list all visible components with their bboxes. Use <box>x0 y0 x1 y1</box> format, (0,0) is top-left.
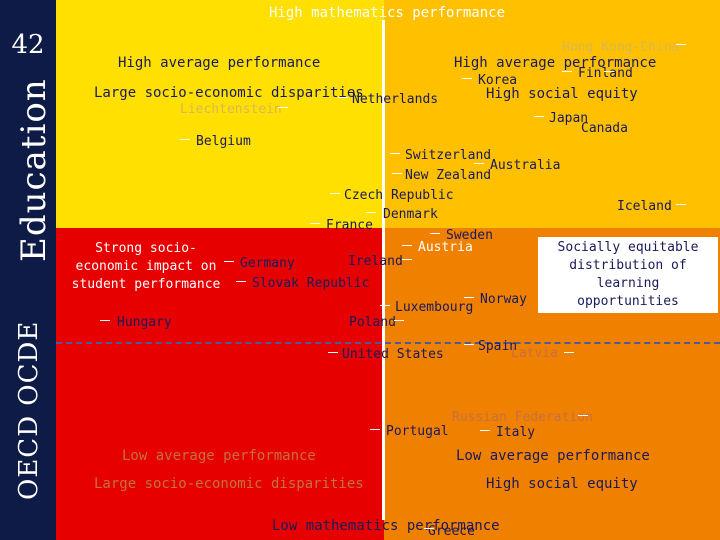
leader-tick <box>604 71 614 72</box>
quadrant-lr-line2: High social equity <box>486 476 638 492</box>
country-label: New Zealand <box>405 168 492 183</box>
leader-tick <box>392 173 402 174</box>
quadrant-ur-line2: High social equity <box>486 86 638 102</box>
leader-tick <box>402 259 412 260</box>
country-label: Iceland <box>617 199 672 214</box>
country-label: Liechtenstein <box>180 102 282 117</box>
country-label: Luxembourg <box>395 300 474 315</box>
country-label: Netherlands <box>352 92 439 107</box>
leader-tick <box>474 163 484 164</box>
leader-tick <box>278 107 288 108</box>
leader-tick <box>366 212 376 213</box>
country-label: Norway <box>480 292 527 307</box>
box-right-line3: learning opportunities <box>577 276 679 309</box>
leader-tick <box>236 281 246 282</box>
leader-tick <box>462 78 472 79</box>
country-label: Switzerland <box>405 148 492 163</box>
box-left-line2: economic impact on <box>75 259 217 274</box>
box-right-line2: distribution of <box>569 258 687 273</box>
axis-label-bottom: Low mathematics performance <box>272 518 500 534</box>
leader-tick <box>390 153 400 154</box>
leader-tick <box>402 245 412 246</box>
axis-label-top: High mathematics performance <box>269 5 506 21</box>
leader-tick <box>676 204 686 205</box>
leader-tick <box>394 320 404 321</box>
quadrant-lower-right <box>384 345 720 540</box>
leader-tick <box>380 305 390 306</box>
quadrant-lr-line1: Low average performance <box>456 448 650 464</box>
country-label: Denmark <box>383 207 438 222</box>
country-label: Italy <box>496 425 536 440</box>
lower-left-band <box>56 228 384 345</box>
quadrant-lower-left <box>56 345 384 540</box>
country-label: Korea <box>478 73 518 88</box>
box-right-line1: Socially equitable <box>557 240 699 255</box>
leader-tick <box>464 297 474 298</box>
quadrant-ul-line1: High average performance <box>118 55 321 71</box>
leader-tick <box>430 233 440 234</box>
country-label: Hungary <box>117 315 172 330</box>
leader-tick <box>370 429 380 430</box>
country-label: Russian Federation <box>452 410 593 425</box>
sidebar-education-label: Education <box>14 78 54 262</box>
leader-tick <box>180 139 190 140</box>
leader-tick <box>328 352 338 353</box>
quadrant-ul-line2: Large socio-economic disparities <box>94 85 364 101</box>
country-label: Spain <box>478 339 518 354</box>
leader-tick <box>338 97 348 98</box>
horizontal-axis <box>56 342 720 344</box>
page-number: 42 <box>11 30 45 60</box>
leader-tick <box>534 116 544 117</box>
leader-tick <box>564 352 574 353</box>
country-label: France <box>326 218 373 233</box>
box-left-line1: Strong socio- <box>95 241 197 256</box>
country-label: Finland <box>578 66 633 81</box>
vertical-axis <box>382 20 385 520</box>
sidebar: 42 Education OECD OCDE <box>0 0 56 540</box>
box-left-line3: student performance <box>71 277 221 292</box>
leader-tick <box>100 320 110 321</box>
country-label: Latvia <box>511 346 558 361</box>
country-label: United States <box>342 347 444 362</box>
leader-tick <box>464 344 474 345</box>
leader-tick <box>424 528 434 529</box>
box-strong-socio-economic-impact: Strong socio- economic impact on student… <box>60 238 232 296</box>
country-label: Japan <box>549 111 589 126</box>
leader-tick <box>330 193 340 194</box>
leader-tick <box>224 261 234 262</box>
oecd-logo: OECD OCDE <box>14 320 44 500</box>
country-label: Austria <box>418 240 473 255</box>
box-socially-equitable: Socially equitable distribution of learn… <box>538 237 718 313</box>
country-label: Belgium <box>196 134 251 149</box>
quadrant-ll-line1: Low average performance <box>122 448 316 464</box>
country-label: Sweden <box>446 228 493 243</box>
quadrant-ur-line1: High average performance <box>454 55 657 71</box>
country-label: Germany <box>240 256 295 271</box>
country-label: Greece <box>428 524 475 539</box>
leader-tick <box>310 223 320 224</box>
country-label: Ireland <box>348 254 403 269</box>
country-label: Czech Republic <box>344 188 454 203</box>
leader-tick <box>578 415 588 416</box>
country-label: Poland <box>349 315 396 330</box>
country-label: Canada <box>581 121 628 136</box>
leader-tick <box>562 71 572 72</box>
country-label: Australia <box>490 158 561 173</box>
country-tick <box>676 44 686 45</box>
country-label: Portugal <box>386 424 449 439</box>
quadrant-ll-line2: Large socio-economic disparities <box>94 476 364 492</box>
leader-tick <box>480 430 490 431</box>
country-label: Hong Kong-China <box>562 40 680 55</box>
country-label: Slovak Republic <box>252 276 370 291</box>
